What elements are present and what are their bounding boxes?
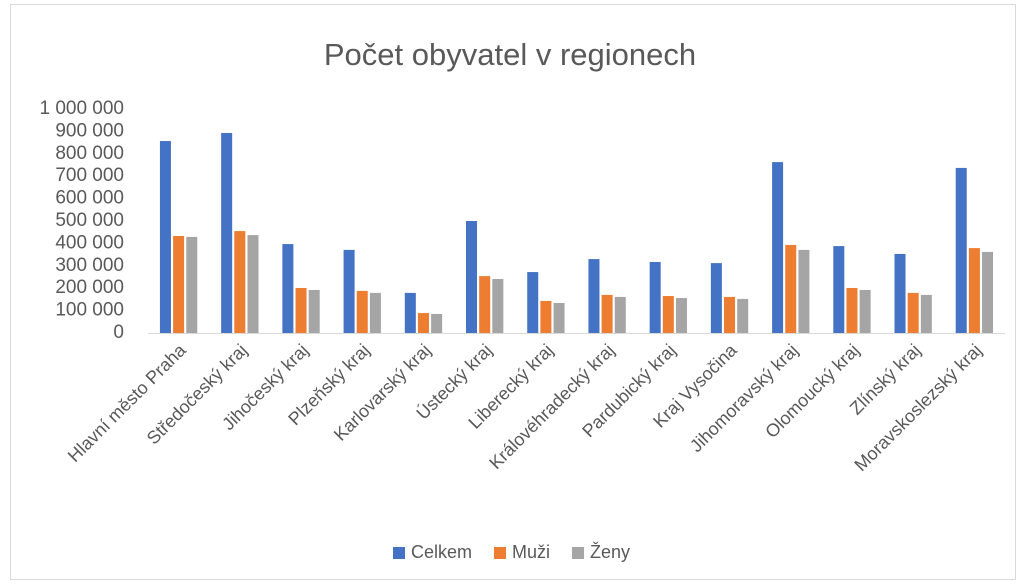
bar	[894, 253, 906, 333]
y-tick-label: 400 000	[55, 232, 124, 253]
y-tick-label: 100 000	[55, 300, 124, 321]
bar	[553, 302, 565, 333]
bar	[492, 279, 504, 333]
bar	[785, 244, 797, 333]
bar	[968, 248, 980, 333]
bar	[159, 141, 171, 333]
legend-label: Ženy	[590, 542, 630, 562]
bar	[431, 313, 443, 333]
legend-swatch	[494, 547, 507, 559]
legend-swatch	[393, 547, 405, 559]
legend-label: Muži	[512, 542, 550, 562]
bar	[675, 298, 687, 333]
bar	[662, 296, 674, 333]
y-tick-label: 1 000 000	[39, 98, 124, 119]
bar	[295, 287, 307, 333]
bar	[527, 272, 539, 333]
bar	[833, 246, 845, 333]
bar	[404, 292, 416, 333]
bar	[343, 249, 355, 333]
bar	[955, 167, 967, 333]
y-tick-label: 0	[113, 322, 124, 343]
bar	[466, 221, 478, 333]
bar	[479, 276, 491, 333]
y-tick-label: 700 000	[55, 165, 124, 186]
bar	[247, 235, 259, 333]
bar	[907, 292, 919, 333]
bar	[724, 296, 736, 333]
bar	[417, 313, 429, 333]
bar	[173, 236, 185, 333]
y-tick-label: 500 000	[55, 210, 124, 231]
bar	[369, 292, 381, 333]
bar	[282, 244, 294, 333]
legend-swatch	[572, 547, 585, 559]
bar	[221, 132, 233, 333]
bar	[798, 249, 810, 333]
bar	[982, 251, 994, 333]
chart-title: Počet obyvatel v regionech	[324, 37, 696, 72]
bar	[859, 289, 871, 333]
y-tick-label: 600 000	[55, 188, 124, 209]
bar	[737, 298, 749, 333]
bar	[234, 231, 246, 333]
bar	[920, 294, 932, 333]
legend-label: Celkem	[411, 542, 472, 562]
bar	[772, 162, 784, 333]
bar	[186, 236, 198, 333]
y-tick-label: 200 000	[55, 277, 124, 298]
bar	[601, 294, 613, 333]
bar	[614, 296, 626, 333]
bar	[710, 263, 722, 333]
bar	[846, 287, 858, 333]
y-tick-label: 800 000	[55, 143, 124, 164]
y-tick-label: 900 000	[55, 120, 124, 141]
bar	[649, 261, 661, 333]
bar	[588, 259, 600, 333]
bar	[540, 300, 552, 333]
y-tick-label: 300 000	[55, 255, 124, 276]
bar	[356, 290, 368, 333]
bar	[308, 289, 320, 333]
